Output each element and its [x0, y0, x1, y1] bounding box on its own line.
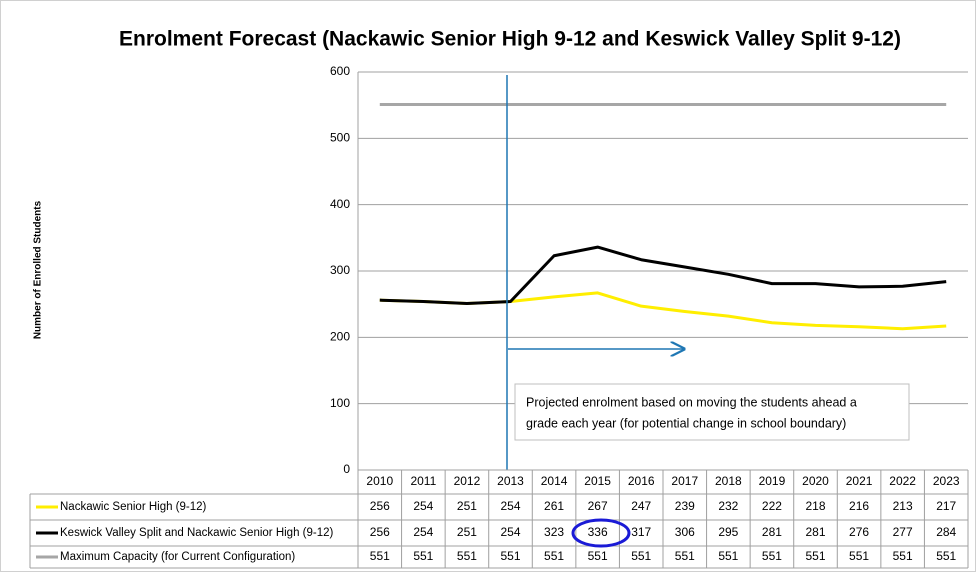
table-value: 222 — [762, 499, 782, 513]
annotation-box — [514, 383, 910, 441]
x-tick-label: 2014 — [541, 474, 568, 488]
table-value: 551 — [500, 549, 520, 563]
table-value: 317 — [631, 525, 651, 539]
y-tick-label: 200 — [330, 330, 350, 344]
x-tick-label: 2019 — [759, 474, 786, 488]
x-tick-label: 2016 — [628, 474, 655, 488]
table-value: 281 — [805, 525, 825, 539]
table-value: 254 — [500, 499, 520, 513]
table-value: 551 — [893, 549, 913, 563]
y-axis-label: Number of Enrolled Students — [33, 200, 44, 339]
x-tick-label: 2010 — [366, 474, 393, 488]
table-value: 551 — [936, 549, 956, 563]
table-value: 254 — [413, 499, 433, 513]
table-value: 247 — [631, 499, 651, 513]
table-value: 277 — [893, 525, 913, 539]
table-value: 276 — [849, 525, 869, 539]
x-tick-label: 2011 — [410, 474, 436, 488]
table-value: 218 — [805, 499, 825, 513]
table-value: 306 — [675, 525, 695, 539]
table-value: 551 — [718, 549, 738, 563]
table-value: 251 — [457, 499, 477, 513]
table-value: 551 — [675, 549, 695, 563]
x-tick-label: 2015 — [584, 474, 611, 488]
table-value: 267 — [588, 499, 608, 513]
table-value: 551 — [370, 549, 390, 563]
table-value: 295 — [718, 525, 738, 539]
table-value: 281 — [762, 525, 782, 539]
table-value: 251 — [457, 525, 477, 539]
y-tick-label: 0 — [343, 462, 350, 476]
x-tick-label: 2021 — [846, 474, 873, 488]
legend-label: Keswick Valley Split and Nackawic Senior… — [60, 527, 334, 539]
chart-title: Enrolment Forecast (Nackawic Senior High… — [119, 28, 901, 51]
y-tick-label: 400 — [330, 197, 350, 211]
y-tick-label: 600 — [330, 64, 350, 78]
table-value: 284 — [936, 525, 956, 539]
x-tick-label: 2013 — [497, 474, 524, 488]
table-value: 256 — [370, 499, 390, 513]
table-value: 213 — [893, 499, 913, 513]
y-tick-label: 500 — [330, 131, 350, 145]
table-value: 261 — [544, 499, 564, 513]
table-value: 551 — [413, 549, 433, 563]
table-value: 254 — [500, 525, 520, 539]
x-tick-label: 2022 — [889, 474, 916, 488]
table-value: 551 — [849, 549, 869, 563]
y-tick-label: 100 — [330, 396, 350, 410]
highlight-ellipse — [571, 518, 631, 548]
x-tick-label: 2012 — [454, 474, 481, 488]
series-line — [379, 245, 947, 306]
table-value: 551 — [762, 549, 782, 563]
table-value: 254 — [413, 525, 433, 539]
y-tick-label: 300 — [330, 263, 350, 277]
table-value: 323 — [544, 525, 564, 539]
table-value: 551 — [631, 549, 651, 563]
legend-label: Nackawic Senior High (9-12) — [60, 501, 207, 513]
x-tick-label: 2020 — [802, 474, 829, 488]
table-value: 551 — [805, 549, 825, 563]
table-value: 551 — [544, 549, 564, 563]
table-value: 232 — [718, 499, 738, 513]
annotation-line: grade each year (for potential change in… — [526, 416, 846, 430]
x-tick-label: 2023 — [933, 474, 960, 488]
annotation-line: Projected enrolment based on moving the … — [526, 395, 857, 409]
table-value: 551 — [588, 549, 608, 563]
table-value: 551 — [457, 549, 477, 563]
x-tick-label: 2018 — [715, 474, 742, 488]
table-value: 239 — [675, 499, 695, 513]
table-value: 256 — [370, 525, 390, 539]
table-value: 217 — [936, 499, 956, 513]
table-value: 336 — [588, 525, 608, 539]
table-value: 216 — [849, 499, 869, 513]
x-tick-label: 2017 — [671, 474, 698, 488]
legend-label: Maximum Capacity (for Current Configurat… — [60, 551, 295, 563]
